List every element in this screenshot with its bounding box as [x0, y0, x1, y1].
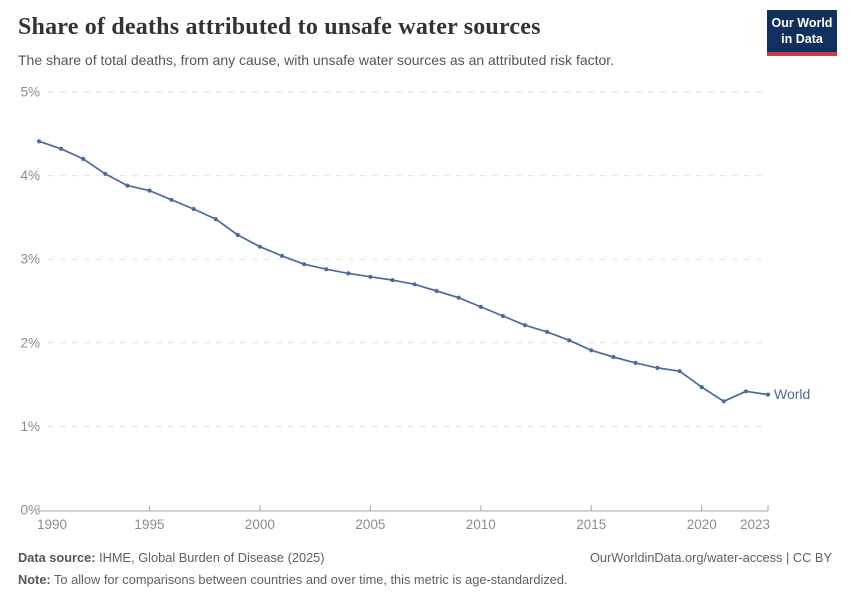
- data-point: [434, 288, 439, 294]
- owid-logo[interactable]: Our World in Data: [767, 10, 837, 57]
- note-text: To allow for comparisons between countri…: [50, 571, 568, 587]
- data-point: [235, 232, 240, 238]
- owid-logo-line1: Our World: [771, 16, 833, 30]
- owid-logo-line2: in Data: [781, 31, 823, 46]
- x-axis-label: 2000: [245, 517, 275, 532]
- page-title: Share of deaths attributed to unsafe wat…: [18, 14, 541, 40]
- data-point: [765, 392, 771, 397]
- data-point: [324, 267, 329, 272]
- data-point: [191, 206, 196, 212]
- y-axis-label: 1%: [20, 419, 40, 434]
- data-point: [279, 253, 285, 258]
- data-point: [213, 217, 218, 222]
- data-point: [346, 271, 351, 276]
- data-point: [633, 360, 638, 365]
- x-axis-label: 2020: [687, 517, 717, 532]
- data-source-label: Data source:: [18, 550, 96, 565]
- data-point: [456, 295, 461, 300]
- y-axis-label: 0%: [20, 503, 40, 518]
- data-point: [589, 348, 594, 353]
- data-point: [81, 156, 86, 161]
- x-axis-label: 2015: [576, 517, 606, 532]
- data-point: [412, 282, 417, 287]
- data-point: [500, 313, 505, 319]
- x-axis-label: 2023: [740, 517, 770, 532]
- data-point: [257, 244, 262, 249]
- series-end-label: World: [774, 386, 810, 402]
- data-point: [699, 385, 704, 390]
- data-point: [743, 389, 749, 394]
- data-point: [368, 274, 373, 279]
- cc-by-link[interactable]: OurWorldinData.org/water-access | CC BY: [589, 550, 832, 565]
- y-axis-label: 2%: [20, 335, 40, 350]
- data-point: [721, 399, 726, 404]
- data-point: [478, 304, 483, 309]
- y-axis-label: 3%: [20, 252, 40, 267]
- data-source-text: IHME, Global Burden of Disease (2025): [95, 550, 325, 565]
- data-point: [103, 171, 108, 176]
- data-point: [677, 369, 682, 374]
- y-axis-label: 4%: [20, 168, 40, 183]
- note-label: Note:: [18, 571, 51, 587]
- x-axis-label: 2005: [355, 517, 385, 532]
- data-point: [59, 146, 64, 151]
- data-point: [522, 323, 528, 328]
- data-source: Data source: IHME, Global Burden of Dise…: [18, 547, 325, 569]
- data-point: [169, 197, 174, 202]
- data-point: [302, 262, 307, 267]
- data-point: [545, 329, 550, 334]
- x-axis-label: 2010: [466, 517, 496, 532]
- y-axis-label: 5%: [20, 85, 40, 100]
- data-point: [36, 139, 42, 144]
- data-point: [567, 338, 572, 343]
- data-point: [147, 188, 152, 193]
- note: Note: To allow for comparisons between c…: [18, 572, 568, 587]
- data-point: [125, 183, 130, 188]
- data-point: [655, 365, 660, 370]
- data-point: [390, 278, 395, 283]
- chart-footer: Data source: IHME, Global Burden of Dise…: [18, 547, 832, 591]
- data-point: [611, 354, 616, 360]
- line-chart[interactable]: 0% 1% 2% 3% 4% 5% 1990 1995 2000 2005 2010 2015 2020…: [0, 80, 850, 540]
- world-line: [38, 140, 769, 403]
- chart-subtitle: The share of total deaths, from any caus…: [18, 52, 615, 68]
- x-axis-label: 1995: [134, 517, 164, 532]
- x-axis-label: 1990: [37, 517, 67, 532]
